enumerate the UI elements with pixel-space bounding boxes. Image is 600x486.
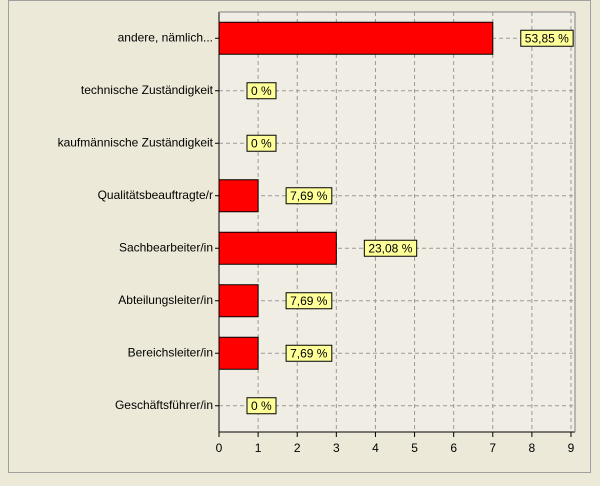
bar bbox=[218, 21, 494, 55]
value-label-box bbox=[520, 29, 574, 47]
value-label-box bbox=[285, 292, 333, 310]
value-label-box bbox=[285, 344, 333, 362]
x-tick-label: 8 bbox=[529, 441, 536, 455]
bar bbox=[218, 336, 259, 370]
y-tick-label: Qualitätsbeauftragte/r bbox=[98, 188, 213, 202]
x-tick-label: 2 bbox=[294, 441, 301, 455]
value-label: 23,08 % bbox=[368, 241, 412, 255]
value-label: 0 % bbox=[251, 136, 272, 150]
value-label: 53,85 % bbox=[525, 31, 569, 45]
x-tick-label: 9 bbox=[568, 441, 575, 455]
x-tick-label: 0 bbox=[216, 441, 223, 455]
x-tick-label: 6 bbox=[450, 441, 457, 455]
value-label: 0 % bbox=[251, 399, 272, 413]
value-label: 7,69 % bbox=[290, 189, 328, 203]
y-tick-label: technische Zuständigkeit bbox=[81, 83, 214, 97]
value-label-box bbox=[246, 397, 277, 415]
value-label: 0 % bbox=[251, 84, 272, 98]
y-tick-label: Geschäftsführer/in bbox=[115, 398, 213, 412]
value-label-box bbox=[246, 134, 277, 152]
y-tick-label: Abteilungsleiter/in bbox=[118, 293, 213, 307]
x-tick-label: 5 bbox=[411, 441, 418, 455]
x-tick-label: 1 bbox=[255, 441, 262, 455]
y-tick-label: andere, nämlich... bbox=[118, 30, 213, 44]
y-tick-label: Bereichsleiter/in bbox=[128, 345, 213, 359]
y-tick-label: Sachbearbeiter/in bbox=[119, 240, 213, 254]
value-label-box bbox=[363, 239, 418, 257]
value-label: 7,69 % bbox=[290, 346, 328, 360]
x-tick-label: 7 bbox=[489, 441, 496, 455]
value-label: 7,69 % bbox=[290, 294, 328, 308]
y-tick-label: kaufmännische Zuständigkeit bbox=[58, 135, 214, 149]
x-tick-label: 3 bbox=[333, 441, 340, 455]
value-label-box bbox=[285, 187, 333, 205]
bar bbox=[218, 284, 259, 318]
plot-area bbox=[219, 12, 575, 432]
value-label-box bbox=[246, 82, 277, 100]
x-tick-label: 4 bbox=[372, 441, 379, 455]
bar bbox=[218, 179, 259, 213]
bar bbox=[218, 231, 337, 265]
